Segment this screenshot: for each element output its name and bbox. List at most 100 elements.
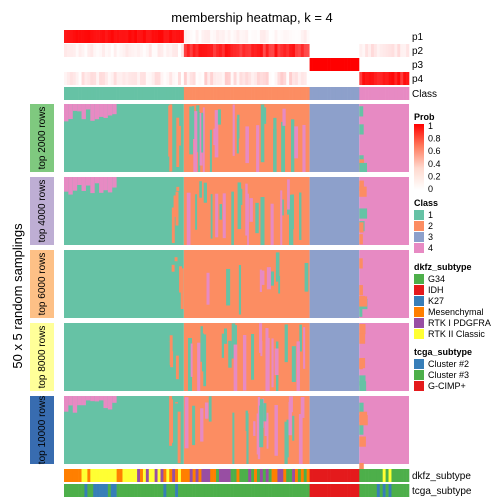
legend-class-swatch <box>414 210 424 220</box>
dkfz-annotation-cell <box>84 469 88 482</box>
tcga-annotation-cell <box>128 484 132 497</box>
prob-cell-p4 <box>157 72 161 85</box>
prob-cell-p4 <box>221 72 226 85</box>
tcga-annotation-cell <box>353 484 357 497</box>
tcga-annotation-cell <box>198 484 202 497</box>
prob-cell-p4 <box>315 72 319 85</box>
prob-cell-p4 <box>400 72 404 85</box>
prob-cell-p1 <box>230 30 234 43</box>
prob-cell-p1 <box>324 30 328 43</box>
tcga-annotation-cell <box>397 484 401 497</box>
class-annotation-cell <box>385 87 389 100</box>
prob-cell-p1 <box>218 30 223 43</box>
dkfz-annotation-cell <box>321 469 325 482</box>
tcga-annotation-cell <box>104 484 109 497</box>
prob-cell-p4 <box>104 72 109 85</box>
heat-stripe <box>249 198 253 222</box>
heat-stripe <box>260 104 265 163</box>
tcga-annotation-cell <box>274 484 278 497</box>
prob-cell-p3 <box>254 58 258 71</box>
prob-cell-p1 <box>148 30 153 43</box>
prob-cell-p1 <box>84 30 88 43</box>
prob-cell-p2 <box>154 44 158 57</box>
class-annotation-cell <box>353 87 357 100</box>
prob-cell-p3 <box>72 58 76 71</box>
dkfz-annotation-cell <box>224 469 229 482</box>
prob-cell-p1 <box>154 30 158 43</box>
class-annotation-cell <box>180 87 185 100</box>
heat-stripe <box>286 419 289 458</box>
class-annotation-cell <box>195 87 199 100</box>
prob-cell-p4 <box>72 72 76 85</box>
legend-dkfz-swatch <box>414 329 424 339</box>
prob-cell-p3 <box>178 58 182 71</box>
prob-cell-p3 <box>370 58 375 71</box>
heat-stripe <box>275 252 280 282</box>
dkfz-annotation-cell <box>286 469 290 482</box>
dkfz-annotation-cell <box>102 469 106 482</box>
heat-stripe <box>282 108 286 126</box>
heat-block-class-4 <box>359 250 409 318</box>
legend-prob-tick: 0.6 <box>428 146 441 156</box>
dkfz-annotation-cell <box>330 469 334 482</box>
heat-patch-pink <box>107 177 113 193</box>
prob-cell-p3 <box>292 58 296 71</box>
prob-cell-p4 <box>96 72 100 85</box>
prob-cell-p4 <box>69 72 74 85</box>
prob-cell-p4 <box>178 72 182 85</box>
prob-cell-p4 <box>356 72 360 85</box>
prob-cell-p1 <box>391 30 395 43</box>
legend-prob-tick: 1 <box>428 121 433 131</box>
prob-cell-p3 <box>271 58 275 71</box>
prob-cell-p1 <box>376 30 381 43</box>
heat-stripe <box>221 333 225 358</box>
prob-cell-p1 <box>78 30 82 43</box>
dkfz-annotation-cell <box>236 469 240 482</box>
class-annotation-cell <box>137 87 141 100</box>
class-annotation-cell <box>207 87 211 100</box>
prob-cell-p3 <box>160 58 164 71</box>
class-annotation-cell <box>151 87 155 100</box>
prob-cell-p1 <box>175 30 179 43</box>
dkfz-annotation-cell <box>178 469 182 482</box>
heat-stripe <box>251 333 255 380</box>
tcga-annotation-cell <box>163 484 167 497</box>
prob-cell-p3 <box>119 58 123 71</box>
dkfz-annotation-cell <box>180 469 185 482</box>
prob-cell-p1 <box>198 30 202 43</box>
heat-stripe <box>359 285 363 296</box>
prob-cell-p1 <box>350 30 354 43</box>
dkfz-annotation-cell <box>213 469 217 482</box>
heat-stripe <box>359 162 368 174</box>
prob-cell-p4 <box>166 72 170 85</box>
prob-cell-p3 <box>359 58 363 71</box>
dkfz-annotation-cell <box>350 469 354 482</box>
prob-cell-p3 <box>134 58 138 71</box>
prob-cell-p2 <box>335 44 340 57</box>
prob-cell-p2 <box>119 44 123 57</box>
heat-stripe <box>259 323 263 353</box>
legend-tcga-swatch <box>414 359 424 369</box>
class-annotation-cell <box>242 87 246 100</box>
prob-cell-p2 <box>93 44 97 57</box>
heat-patch-pink <box>81 177 86 191</box>
prob-cell-p3 <box>286 58 290 71</box>
prob-cell-p4 <box>113 72 117 85</box>
dkfz-annotation-cell <box>365 469 369 482</box>
tcga-annotation-cell <box>359 484 363 497</box>
prob-cell-p2 <box>148 44 153 57</box>
class-annotation-cell <box>81 87 85 100</box>
prob-cell-p2 <box>394 44 398 57</box>
heat-stripe <box>177 411 181 464</box>
class-annotation-cell <box>350 87 354 100</box>
prob-cell-p4 <box>368 72 372 85</box>
prob-cell-p3 <box>107 58 112 71</box>
dkfz-annotation-cell <box>195 469 199 482</box>
dkfz-annotation-cell <box>90 469 94 482</box>
heat-patch-pink <box>94 396 100 402</box>
prob-cell-p2 <box>309 44 313 57</box>
class-annotation-cell <box>382 87 386 100</box>
heat-stripe <box>202 107 205 172</box>
prob-cell-p4 <box>403 72 407 85</box>
heat-stripe <box>359 381 367 392</box>
